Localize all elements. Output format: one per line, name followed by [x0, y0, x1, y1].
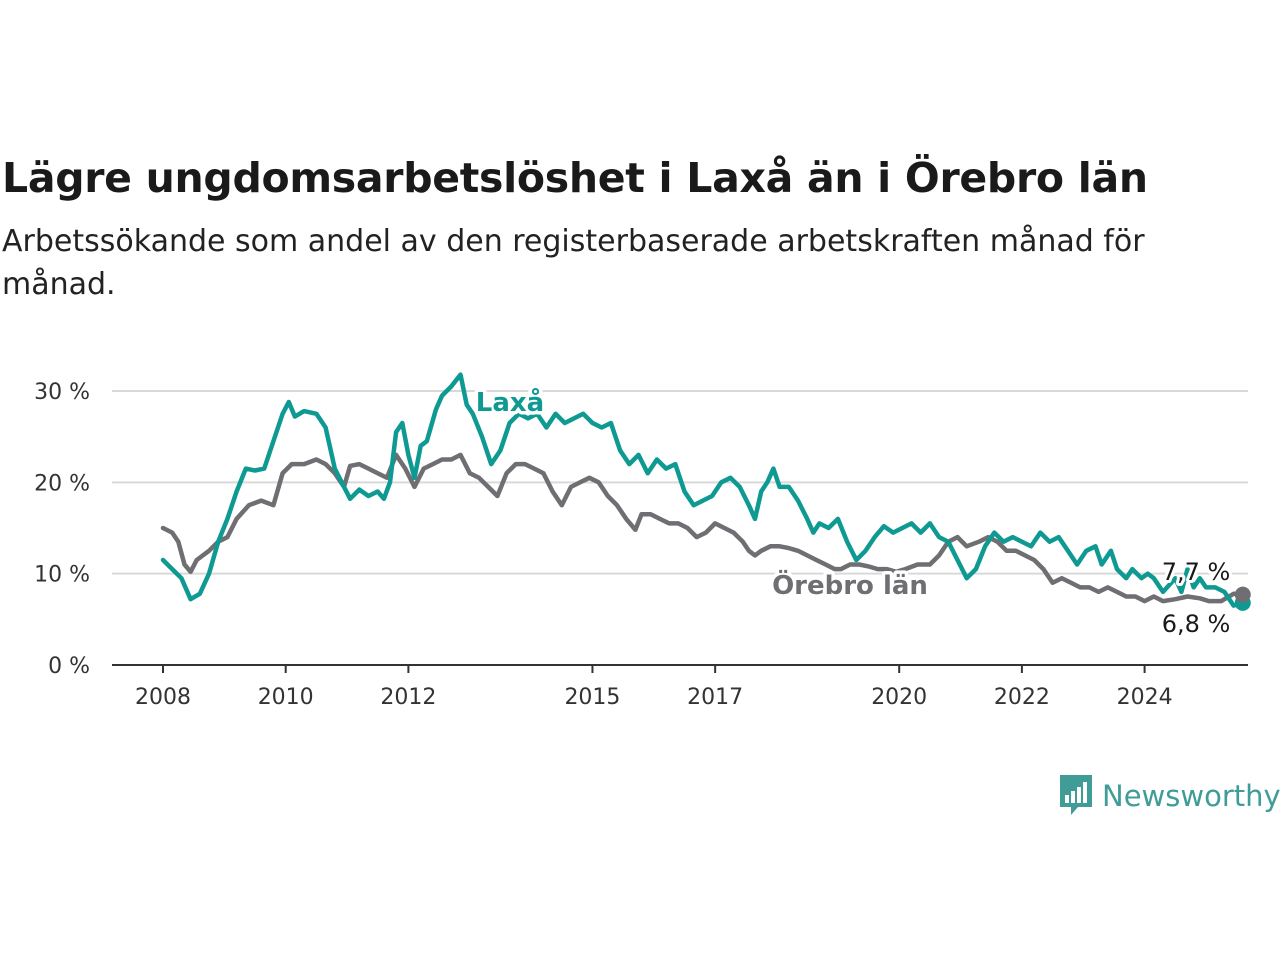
series-name-orebro-lan: Örebro län [772, 568, 928, 601]
end-value-halo: 7,7 % [1162, 558, 1231, 586]
y-axis: 0 % 10 % 20 % 30 % [34, 380, 90, 679]
series-name-laxa: Laxå [476, 386, 544, 418]
y-tick-label: 0 % [48, 654, 90, 679]
x-tick-label: 2020 [871, 685, 927, 710]
series-lines [160, 372, 1251, 611]
x-tick-label: 2022 [994, 685, 1050, 710]
series-name-halo: Laxå [476, 386, 544, 418]
chart-subtitle: Arbetssökande som andel av den registerb… [2, 224, 1145, 302]
y-tick-label: 10 % [34, 563, 90, 588]
x-tick-label: 2008 [135, 685, 191, 710]
x-tick-label: 2012 [380, 685, 436, 710]
brand-name: Newsworthy [1102, 779, 1280, 813]
end-point-marker [1234, 586, 1251, 603]
series-name-halo: Örebro län [772, 568, 928, 601]
end-value-label: 6,8 % [1162, 610, 1231, 638]
newsworthy-logo: Newsworthy [1058, 772, 1280, 820]
series-line-laxa [160, 372, 1246, 608]
x-tick-label: 2015 [564, 685, 620, 710]
end-value-label: 7,7 % [1162, 558, 1231, 586]
line-chart: 0 % 10 % 20 % 30 % 2008 2010 2012 2015 2017 2020… [34, 372, 1251, 710]
x-axis: 2008 2010 2012 2015 2017 2020 2022 2024 [135, 665, 1173, 710]
y-tick-label: 30 % [34, 380, 90, 405]
end-value-halo: 6,8 % [1162, 610, 1231, 638]
series-line-orebro-lan [160, 452, 1246, 604]
y-tick-label: 20 % [34, 471, 90, 496]
x-tick-label: 2017 [687, 685, 743, 710]
x-tick-label: 2010 [258, 685, 314, 710]
x-tick-label: 2024 [1117, 685, 1173, 710]
bar-chart-speech-bubble-icon [1060, 775, 1092, 815]
chart-title: Lägre ungdomsarbetslöshet i Laxå än i Ör… [2, 154, 1148, 202]
